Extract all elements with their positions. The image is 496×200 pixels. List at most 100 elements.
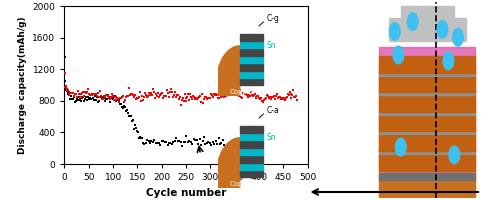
Point [65,92,73,96]
Bar [240,126,263,133]
Point [84,95,92,98]
Bar [379,173,475,198]
Point [216,93,224,96]
Point [249,94,257,97]
Point [273,93,281,96]
Point [251,95,259,98]
Point [228,91,236,95]
Point [278,97,286,100]
Point [134,130,142,134]
Point [246,94,253,98]
Point [195,96,203,99]
Point [151,97,159,100]
Point [213,142,221,146]
Point [92,99,100,102]
Bar [240,42,263,48]
Circle shape [395,138,406,156]
Point [135,136,143,139]
Point [153,141,161,144]
Point [188,143,196,146]
Point [272,94,280,98]
Point [174,93,182,96]
Point [131,93,139,97]
Bar [379,115,475,131]
Point [167,141,175,144]
Point [80,94,88,98]
Point [134,97,142,100]
Point [153,94,161,98]
Point [70,96,78,99]
Bar [379,90,475,95]
Point [188,97,196,100]
Point [104,95,112,98]
Point [292,95,300,98]
Point [69,97,77,100]
Point [62,85,70,89]
Point [231,91,239,94]
Bar [240,56,263,63]
Point [75,98,83,101]
Point [220,143,228,146]
Circle shape [449,146,460,164]
Point [193,139,201,142]
Point [62,89,70,92]
Point [121,105,129,108]
Point [280,97,288,100]
Point [285,93,293,96]
Point [137,100,145,103]
Point [92,92,100,95]
Bar [240,141,263,148]
Point [101,99,109,103]
Point [171,90,179,94]
Point [168,142,176,145]
Point [72,97,80,100]
Point [97,94,105,98]
Text: Sn: Sn [266,133,276,142]
Text: Copper: Copper [230,89,254,95]
Point [98,97,106,100]
Point [161,140,169,143]
Point [164,91,172,95]
Text: C-g: C-g [266,14,279,23]
Point [105,95,113,98]
Text: C-a: C-a [266,106,279,115]
Point [125,87,133,90]
Point [160,94,168,97]
Point [127,114,135,118]
Point [138,137,146,140]
Point [128,93,136,96]
Point [170,94,178,97]
Point [133,129,141,132]
Point [99,98,107,101]
Point [266,96,274,99]
Point [94,100,102,104]
Point [138,94,146,97]
Point [131,123,139,126]
Point [63,88,71,91]
Point [86,93,94,96]
Point [201,96,209,99]
Point [147,92,155,95]
Point [145,140,153,143]
Point [187,140,195,144]
Point [108,93,116,96]
Point [211,93,219,97]
Point [172,136,180,139]
Point [161,94,169,97]
Point [291,95,299,98]
Point [83,99,91,102]
Point [140,142,148,145]
Point [73,90,81,93]
Point [87,97,95,101]
Point [218,95,226,98]
Point [227,89,235,92]
Point [158,140,166,143]
Point [139,141,147,145]
Point [111,95,119,99]
Point [72,100,80,103]
Point [106,98,114,101]
Point [68,97,76,100]
Point [175,97,183,100]
Point [184,141,192,144]
Point [143,96,151,99]
